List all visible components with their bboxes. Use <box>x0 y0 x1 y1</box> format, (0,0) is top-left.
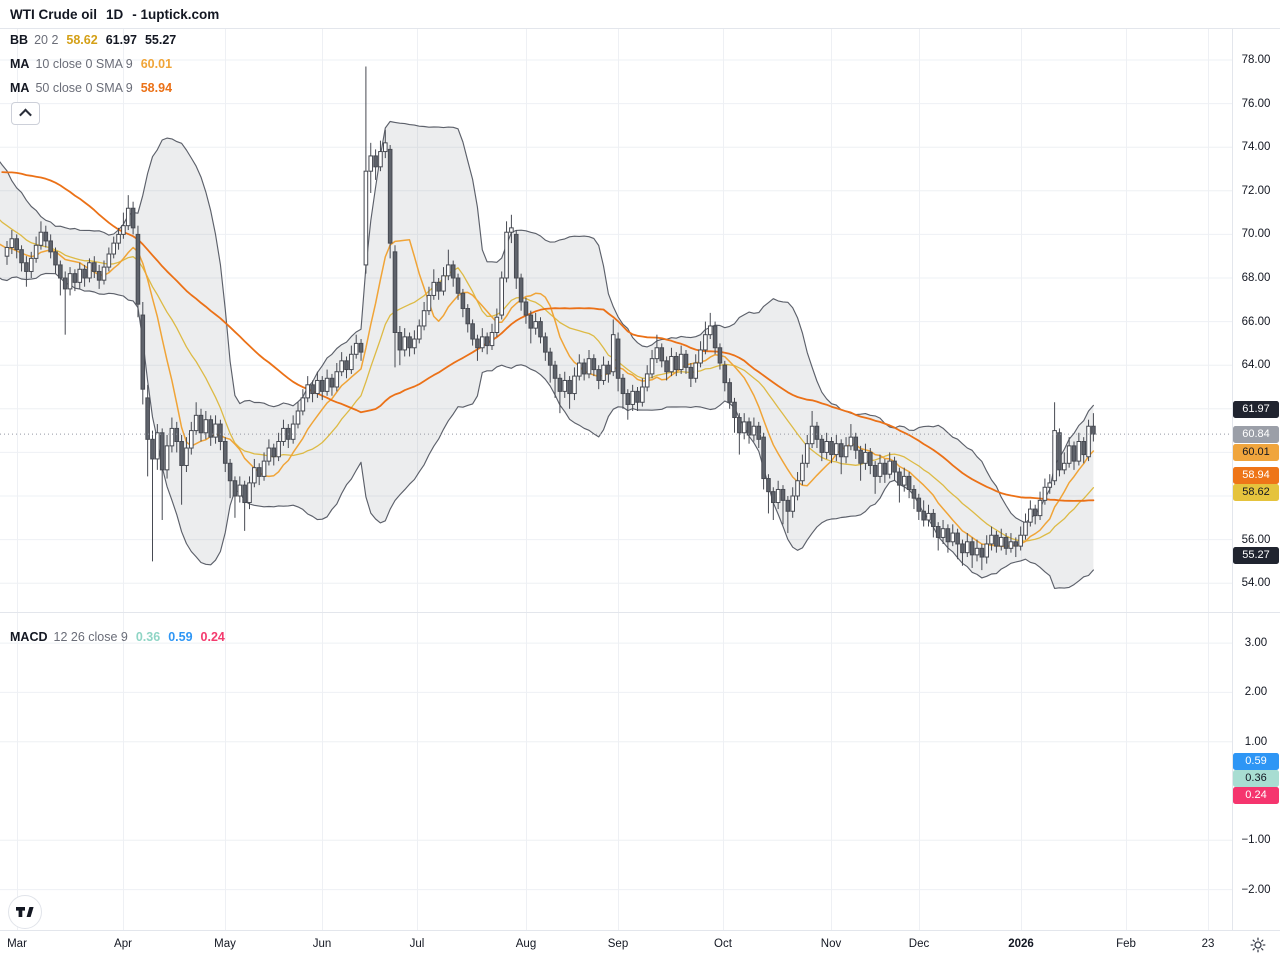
axis-price-badge: 0.59 <box>1233 753 1279 771</box>
price-tick-label: 72.00 <box>1241 184 1271 197</box>
time-tick-label: Feb <box>1116 938 1136 950</box>
time-tick-label: Jul <box>409 938 425 950</box>
ma50-value: 58.94 <box>140 81 173 95</box>
chevron-up-icon <box>19 108 32 122</box>
sun-icon <box>1250 937 1266 953</box>
time-tick-label: Nov <box>820 938 842 950</box>
axis-price-badge: 61.97 <box>1233 400 1279 418</box>
macd-tick-label: 3.00 <box>1244 637 1268 650</box>
source-label: - 1uptick.com <box>132 7 220 22</box>
indicator-legend-macd[interactable]: MACD 12 26 close 9 0.36 0.59 0.24 <box>10 630 225 644</box>
time-tick-label: Mar <box>7 938 27 950</box>
price-tick-label: 76.00 <box>1241 97 1271 110</box>
time-tick-label: Sep <box>607 938 629 950</box>
macd-tick-label: −2.00 <box>1241 883 1271 896</box>
ma50-indicator-name: MA <box>10 81 30 95</box>
tradingview-logo[interactable] <box>8 895 42 929</box>
collapse-legend-button[interactable] <box>11 102 40 125</box>
bb-upper-value: 61.97 <box>105 33 137 47</box>
axis-price-badge: 60.84 <box>1233 425 1279 443</box>
indicator-legend-bb[interactable]: BB 20 2 58.62 61.97 55.27 <box>10 33 176 47</box>
time-tick-label: Dec <box>908 938 930 950</box>
chart-title: WTI Crude oil 1D - 1uptick.com <box>10 7 219 22</box>
bb-indicator-name: BB <box>10 33 29 47</box>
axis-price-badge: 58.94 <box>1233 467 1279 484</box>
axis-price-badge: 55.27 <box>1233 547 1279 564</box>
time-tick-label: 23 <box>1201 938 1215 950</box>
price-tick-label: 56.00 <box>1241 533 1271 546</box>
bb-indicator-params: 20 2 <box>34 33 59 47</box>
time-tick-label: Oct <box>714 938 732 950</box>
time-tick-label: May <box>214 938 236 950</box>
bb-basis-value: 58.62 <box>66 33 98 47</box>
macd-tick-label: 2.00 <box>1244 686 1268 699</box>
ma50-indicator-params: 50 close 0 SMA 9 <box>35 81 133 95</box>
ma10-indicator-params: 10 close 0 SMA 9 <box>35 57 133 71</box>
theme-toggle-button[interactable] <box>1249 936 1267 954</box>
bb-lower-value: 55.27 <box>144 33 177 47</box>
time-tick-label: Aug <box>515 938 537 950</box>
symbol-name: WTI Crude oil <box>10 7 97 22</box>
indicator-legend-ma10[interactable]: MA 10 close 0 SMA 9 60.01 <box>10 57 172 71</box>
price-tick-label: 68.00 <box>1241 272 1271 284</box>
price-tick-label: 54.00 <box>1241 577 1271 590</box>
bollinger-lower-line <box>0 272 1094 589</box>
candles <box>4 66 1096 571</box>
time-tick-label: Jun <box>312 938 332 950</box>
price-pane <box>0 66 1232 589</box>
time-tick-label: 2026 <box>1008 938 1034 950</box>
timeframe-label[interactable]: 1D <box>106 7 124 22</box>
price-tick-label: 78.00 <box>1241 54 1271 66</box>
macd-tick-label: 1.00 <box>1244 735 1268 748</box>
bollinger-upper-line <box>0 120 1094 524</box>
macd-tick-label: −1.00 <box>1241 834 1271 847</box>
ma10-value: 60.01 <box>140 57 173 71</box>
price-tick-label: 64.00 <box>1241 359 1271 372</box>
macd-signal-value: 0.24 <box>200 630 225 644</box>
axis-price-badge: 0.24 <box>1233 787 1279 805</box>
price-tick-label: 70.00 <box>1241 228 1271 241</box>
price-tick-label: 66.00 <box>1241 315 1271 328</box>
macd-hist-value: 0.36 <box>135 630 161 644</box>
axis-price-badge: 0.36 <box>1233 770 1279 788</box>
macd-line-value: 0.59 <box>168 630 193 644</box>
tradingview-logo-icon <box>16 907 34 917</box>
macd-indicator-name: MACD <box>10 630 48 644</box>
macd-indicator-params: 12 26 close 9 <box>53 630 128 644</box>
axis-price-badge: 60.01 <box>1233 443 1279 461</box>
time-tick-label: Apr <box>114 938 132 950</box>
indicator-legend-ma50[interactable]: MA 50 close 0 SMA 9 58.94 <box>10 81 172 95</box>
ma10-indicator-name: MA <box>10 57 30 71</box>
price-tick-label: 74.00 <box>1241 141 1271 154</box>
ma10-line <box>0 239 1095 548</box>
ma50-line <box>1 171 1095 502</box>
axis-price-badge: 58.62 <box>1233 484 1279 501</box>
